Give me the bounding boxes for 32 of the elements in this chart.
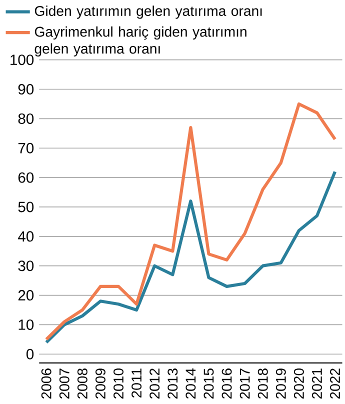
x-tick-label: 2006 [41, 368, 52, 399]
y-tick-label: 80 [18, 113, 34, 124]
y-tick-label: 30 [18, 260, 34, 272]
y-tick-label: 70 [18, 142, 34, 154]
y-tick-label: 90 [18, 84, 34, 95]
x-tick-label: 2010 [114, 368, 124, 399]
y-tick-label: 20 [18, 290, 34, 301]
legend-label: Giden yatırımın gelen yatırıma oranı [35, 6, 262, 19]
x-tick-label: 2008 [78, 368, 88, 399]
line-series [44, 170, 337, 344]
x-tick-label: 2020 [294, 368, 304, 399]
y-tick-label: 40 [18, 231, 34, 242]
x-tick-label: 2009 [96, 368, 106, 399]
x-tick-label: 2013 [168, 368, 178, 399]
x-tick-label: 2022 [330, 368, 340, 399]
line-series [44, 102, 337, 341]
legend-label: Gayrimenkul hariç giden yatırımın gelen yatırıma oranı [34, 26, 247, 56]
x-tick-label: 2019 [276, 368, 286, 399]
y-tick-label: 0 [26, 348, 34, 360]
x-tick-label: 2018 [258, 368, 268, 399]
x-tick-label: 2012 [150, 368, 160, 399]
x-tick-label: 2011 [132, 368, 142, 398]
x-tick-label: 2015 [204, 368, 214, 399]
y-tick-label: 50 [18, 202, 34, 212]
x-tick-label: 2016 [222, 368, 232, 399]
x-tick-label: 2007 [60, 368, 70, 399]
y-tick-label: 10 [18, 319, 34, 330]
y-tick-label: 100 [10, 54, 34, 66]
x-tick-label: 2017 [240, 368, 250, 399]
y-tick-label: 60 [18, 172, 34, 183]
x-tick-label: 2021 [312, 368, 322, 399]
x-tick-label: 2014 [186, 368, 196, 399]
